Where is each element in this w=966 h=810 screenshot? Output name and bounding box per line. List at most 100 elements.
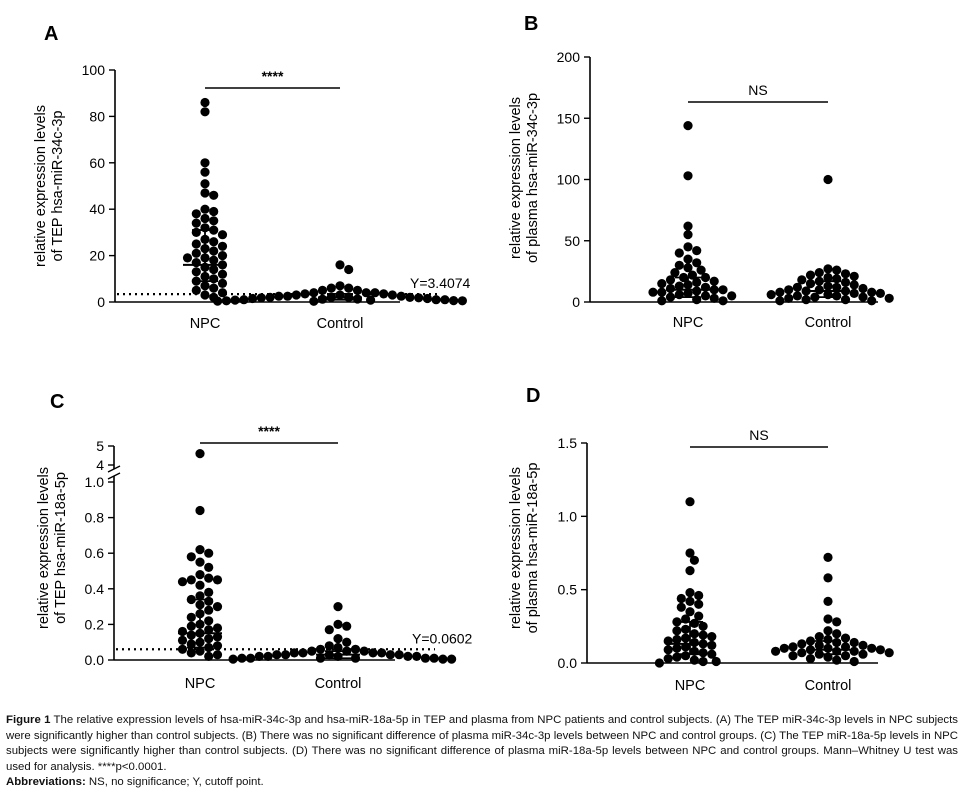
data-point xyxy=(683,254,693,264)
data-point xyxy=(676,602,686,612)
panel-a-svg: A 0 20 40 60 80 100 relative expression levels o… xyxy=(33,23,471,332)
data-point xyxy=(186,621,196,631)
data-point xyxy=(272,650,282,660)
data-point xyxy=(840,633,851,643)
data-point xyxy=(689,655,699,665)
data-point xyxy=(858,640,868,650)
data-point xyxy=(805,270,816,280)
data-point xyxy=(814,268,824,278)
data-point xyxy=(186,575,196,585)
data-point xyxy=(771,646,781,656)
data-point xyxy=(689,618,699,628)
category-label: NPC xyxy=(675,678,706,694)
data-point xyxy=(281,650,291,660)
data-point xyxy=(204,625,214,635)
data-point xyxy=(200,158,210,168)
y-tick-label: 60 xyxy=(89,155,105,171)
data-point xyxy=(849,656,859,667)
y-tick-label: 0.0 xyxy=(85,652,105,668)
data-point xyxy=(209,283,219,293)
panel-a-chart: A 0 20 40 60 80 100 relative expression levels o… xyxy=(0,0,483,345)
data-point xyxy=(709,293,719,303)
data-point xyxy=(195,570,205,580)
caption-abbreviations: Abbreviations: NS, no significance; Y, c… xyxy=(6,775,958,791)
data-point xyxy=(832,282,842,292)
data-point xyxy=(685,497,695,507)
y-axis-label: of plasma hsa-miR-18a-5p xyxy=(525,463,541,634)
data-point xyxy=(858,283,868,294)
data-point xyxy=(711,656,721,667)
data-point xyxy=(324,641,334,651)
data-point xyxy=(810,292,820,302)
data-point xyxy=(657,296,667,306)
data-point xyxy=(209,216,219,226)
category-label: Control xyxy=(805,315,852,331)
data-point xyxy=(213,296,223,306)
data-point xyxy=(685,588,695,598)
data-point xyxy=(300,289,310,299)
data-point xyxy=(823,272,833,283)
data-point xyxy=(805,654,816,664)
data-point xyxy=(177,644,188,654)
data-point xyxy=(657,279,667,289)
y-tick-label: 4 xyxy=(96,457,104,473)
data-point xyxy=(317,294,328,304)
y-tick-label: 5 xyxy=(96,438,104,454)
data-point xyxy=(683,221,693,231)
data-point xyxy=(683,242,693,252)
category-label: Control xyxy=(315,676,362,692)
y-tick-label: 0 xyxy=(97,294,105,310)
y-tick-label: 100 xyxy=(82,62,106,78)
data-point xyxy=(840,651,851,661)
data-point xyxy=(700,291,711,301)
data-point xyxy=(254,651,264,661)
data-point xyxy=(801,295,811,305)
data-point xyxy=(884,293,894,303)
cutoff-label: Y=0.0602 xyxy=(412,630,473,646)
data-point xyxy=(832,291,842,301)
data-point xyxy=(814,285,824,295)
data-point xyxy=(333,602,343,612)
data-point xyxy=(352,285,363,295)
data-point xyxy=(775,287,785,297)
y-tick-label: 0.5 xyxy=(558,582,578,598)
data-point xyxy=(217,288,228,298)
data-point xyxy=(707,632,717,642)
data-point xyxy=(832,637,842,648)
data-point xyxy=(283,291,293,301)
data-point xyxy=(823,573,833,583)
data-point xyxy=(191,218,201,228)
data-point xyxy=(840,269,851,279)
data-point xyxy=(766,290,776,300)
data-point xyxy=(832,629,842,639)
data-point xyxy=(191,267,201,277)
y-tick-label: 1.5 xyxy=(558,435,578,451)
data-point xyxy=(309,296,319,306)
data-point xyxy=(875,645,885,655)
data-point xyxy=(230,295,240,305)
y-axis-label: of TEP hsa-miR-18a-5p xyxy=(53,472,69,624)
data-point xyxy=(344,283,354,293)
data-point xyxy=(186,639,196,649)
panel-b-svg: B 0 50 100 150 200 relative expression levels o… xyxy=(508,13,894,331)
data-point xyxy=(447,654,457,664)
y-tick-label: 0.6 xyxy=(85,545,105,561)
data-point xyxy=(823,614,833,624)
data-point xyxy=(177,577,188,587)
data-point xyxy=(182,253,193,263)
data-point xyxy=(212,632,223,642)
data-point xyxy=(414,293,424,303)
y-tick-label: 0.0 xyxy=(558,655,578,671)
data-point xyxy=(784,285,794,295)
data-point xyxy=(344,264,354,275)
data-point xyxy=(867,287,877,297)
data-point xyxy=(665,283,676,294)
data-point xyxy=(212,650,223,660)
data-point xyxy=(195,591,205,601)
data-point xyxy=(689,555,699,565)
data-point xyxy=(191,239,201,249)
data-point xyxy=(333,642,343,653)
data-point xyxy=(681,651,691,661)
data-point xyxy=(814,632,824,642)
data-point xyxy=(195,449,205,459)
